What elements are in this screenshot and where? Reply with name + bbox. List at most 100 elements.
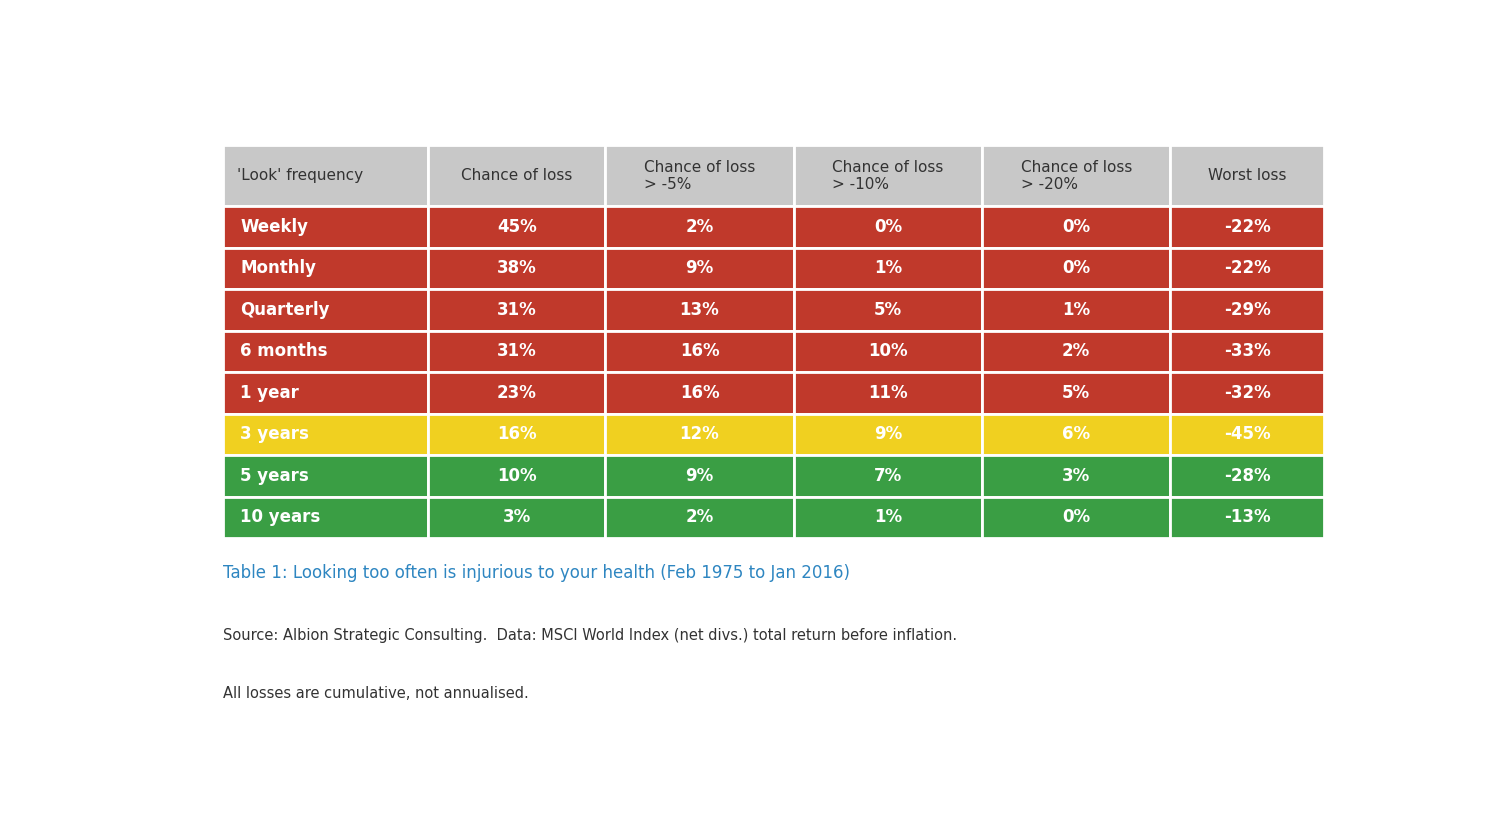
Bar [605,455,794,497]
Text: Chance of loss
> -20%: Chance of loss > -20% [1021,160,1133,192]
Bar [605,331,794,372]
Text: Monthly: Monthly [241,259,316,278]
Text: 7%: 7% [874,466,902,485]
Bar [1170,247,1325,289]
Text: 45%: 45% [496,218,537,236]
Bar [1170,414,1325,455]
Bar [1170,289,1325,331]
Text: 31%: 31% [496,301,537,319]
Bar [982,206,1170,247]
Bar [223,289,429,331]
Bar [429,331,605,372]
Bar [605,145,794,206]
Text: 5%: 5% [874,301,902,319]
Text: -22%: -22% [1224,259,1271,278]
Bar [429,455,605,497]
Bar [605,247,794,289]
Text: 12%: 12% [680,426,719,443]
Bar [1170,497,1325,538]
Bar [223,331,429,372]
Text: Chance of loss
> -5%: Chance of loss > -5% [644,160,755,192]
Bar [1170,331,1325,372]
Text: 3 years: 3 years [241,426,310,443]
Text: 0%: 0% [1062,259,1090,278]
Bar [223,247,429,289]
Text: 'Look' frequency: 'Look' frequency [238,168,362,183]
Bar [1170,455,1325,497]
Text: 10%: 10% [498,466,537,485]
Bar [794,145,982,206]
Text: 1 year: 1 year [241,384,299,402]
Text: Chance of loss
> -10%: Chance of loss > -10% [832,160,943,192]
Bar [429,497,605,538]
Bar [794,206,982,247]
Bar [794,247,982,289]
Text: 0%: 0% [1062,508,1090,527]
Bar [605,414,794,455]
Text: 9%: 9% [686,466,713,485]
Text: Source: Albion Strategic Consulting.  Data: MSCI World Index (net divs.) total r: Source: Albion Strategic Consulting. Dat… [223,628,957,643]
Bar [223,145,429,206]
Text: -29%: -29% [1224,301,1271,319]
Text: 13%: 13% [680,301,719,319]
Bar [794,414,982,455]
Bar [223,497,429,538]
Text: -28%: -28% [1224,466,1271,485]
Text: 6 months: 6 months [241,343,328,360]
Bar [429,414,605,455]
Text: 3%: 3% [502,508,531,527]
Bar [794,455,982,497]
Text: Weekly: Weekly [241,218,308,236]
Bar [429,145,605,206]
Bar [982,289,1170,331]
Text: 3%: 3% [1062,466,1090,485]
Text: 31%: 31% [496,343,537,360]
Text: Chance of loss: Chance of loss [462,168,573,183]
Text: 9%: 9% [874,426,902,443]
Bar [1170,372,1325,414]
Bar [605,289,794,331]
Text: 5 years: 5 years [241,466,310,485]
Bar [982,372,1170,414]
Text: 2%: 2% [686,218,713,236]
Text: 1%: 1% [1062,301,1090,319]
Text: 38%: 38% [496,259,537,278]
Bar [982,455,1170,497]
Text: -33%: -33% [1224,343,1271,360]
Bar [794,289,982,331]
Text: All losses are cumulative, not annualised.: All losses are cumulative, not annualise… [223,686,529,701]
Bar [223,414,429,455]
Text: 11%: 11% [868,384,908,402]
Bar [1170,145,1325,206]
Text: 0%: 0% [1062,218,1090,236]
Text: 23%: 23% [496,384,537,402]
Text: 5%: 5% [1062,384,1090,402]
Text: 1%: 1% [874,259,902,278]
Bar [605,206,794,247]
Bar [794,331,982,372]
Text: 10 years: 10 years [241,508,320,527]
Text: -13%: -13% [1224,508,1271,527]
Text: 2%: 2% [686,508,713,527]
Bar [429,206,605,247]
Text: 16%: 16% [498,426,537,443]
Text: Table 1: Looking too often is injurious to your health (Feb 1975 to Jan 2016): Table 1: Looking too often is injurious … [223,563,850,582]
Bar [429,247,605,289]
Bar [223,206,429,247]
Bar [982,497,1170,538]
Text: -22%: -22% [1224,218,1271,236]
Text: -32%: -32% [1224,384,1271,402]
Bar [223,372,429,414]
Bar [429,372,605,414]
Text: Worst loss: Worst loss [1208,168,1286,183]
Text: 0%: 0% [874,218,902,236]
Bar [794,372,982,414]
Text: 10%: 10% [868,343,908,360]
Bar [223,455,429,497]
Text: 9%: 9% [686,259,713,278]
Text: Quarterly: Quarterly [241,301,329,319]
Text: 1%: 1% [874,508,902,527]
Bar [982,247,1170,289]
Bar [605,372,794,414]
Bar [982,331,1170,372]
